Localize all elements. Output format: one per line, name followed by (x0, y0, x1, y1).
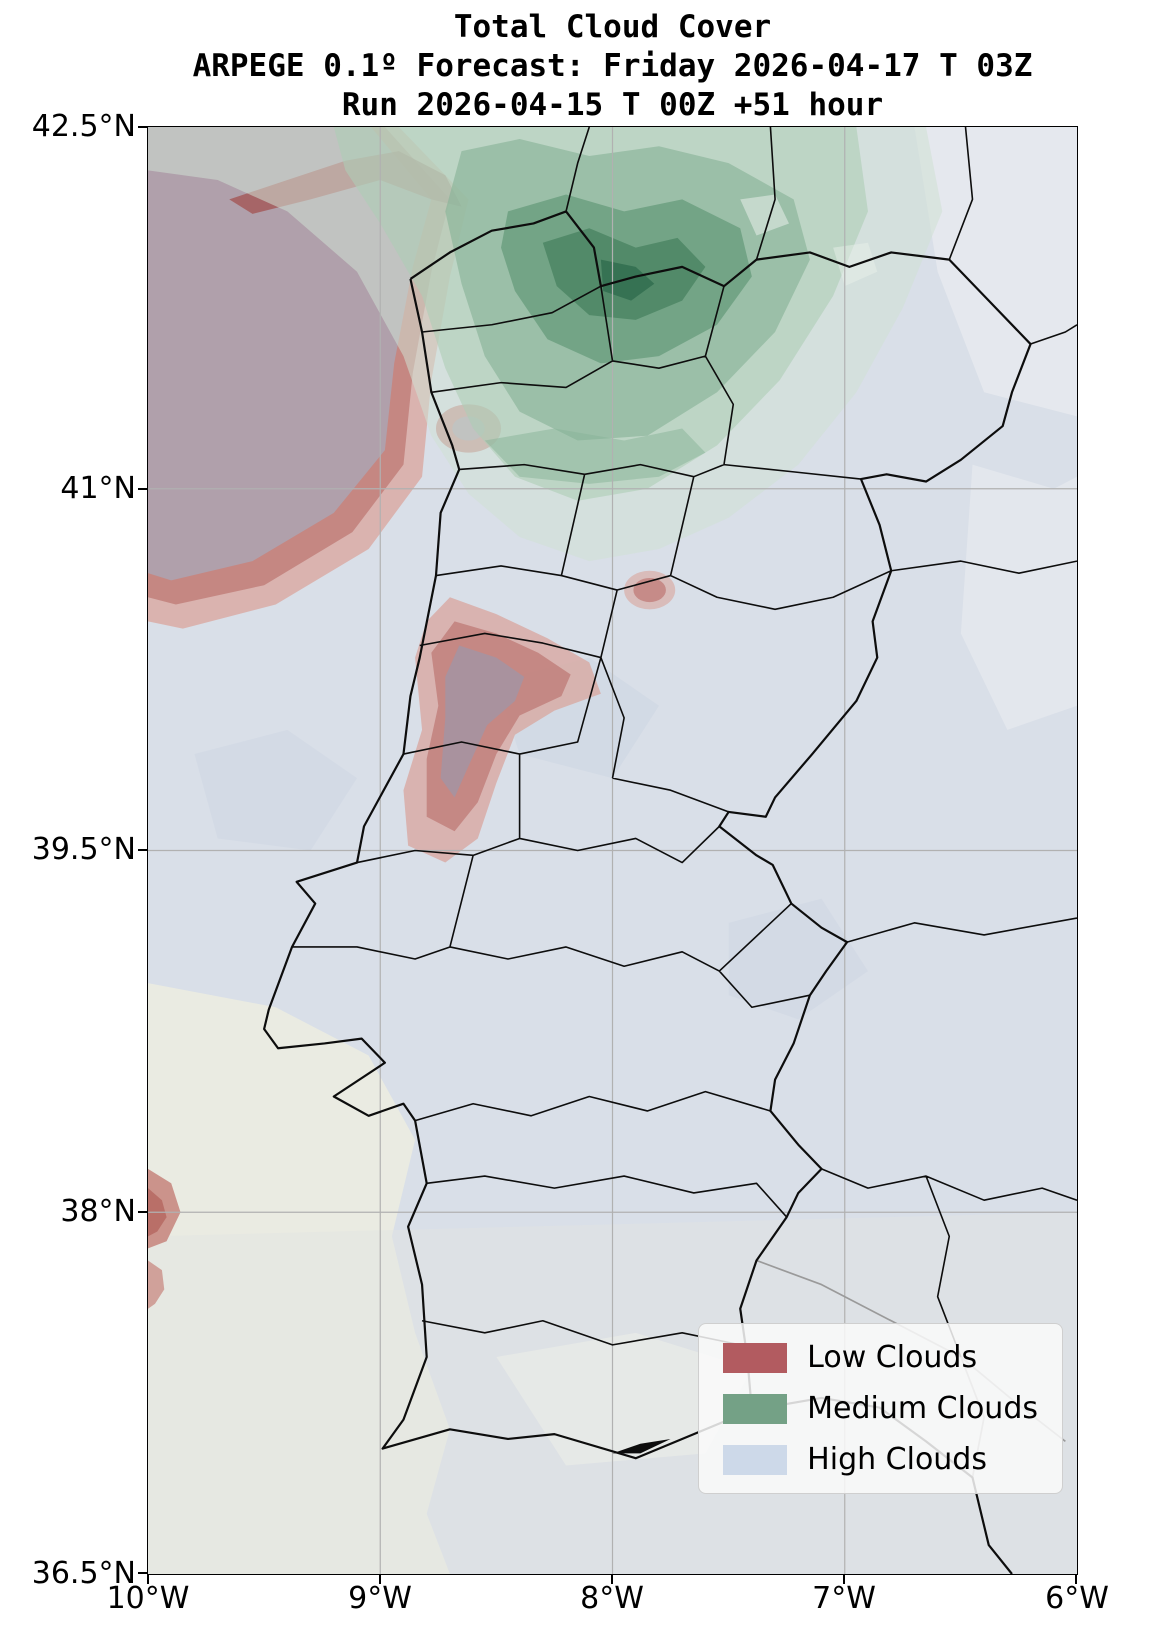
legend-swatch-high-clouds (723, 1444, 788, 1475)
x-tick-mark (147, 1575, 149, 1584)
legend-item-medium-clouds: Medium Clouds (723, 1391, 1038, 1426)
chart-title-block: Total Cloud Cover ARPEGE 0.1º Forecast: … (148, 8, 1077, 125)
x-tick-mark (611, 1575, 613, 1584)
x-tick-label-6w: 6°W (1045, 1581, 1109, 1616)
y-tick-mark (138, 488, 147, 490)
x-tick-label-8w: 8°W (580, 1581, 644, 1616)
y-tick-label-42-5n: 42.5°N (31, 109, 136, 144)
x-tick-label-10w: 10°W (106, 1581, 190, 1616)
legend-swatch-medium-clouds (723, 1393, 788, 1424)
chart-title: Total Cloud Cover (453, 9, 772, 45)
legend: Low Clouds Medium Clouds High Clouds (698, 1323, 1063, 1494)
x-tick-label-7w: 7°W (812, 1581, 876, 1616)
legend-item-high-clouds: High Clouds (723, 1442, 1038, 1477)
y-tick-label-38n: 38°N (60, 1194, 136, 1229)
ria-formosa-islet (612, 1438, 671, 1454)
x-tick-mark (843, 1575, 845, 1584)
y-tick-mark (138, 126, 147, 128)
chart-subtitle-run: Run 2026-04-15 T 00Z +51 hour (341, 87, 884, 123)
y-tick-mark (138, 849, 147, 851)
legend-item-low-clouds: Low Clouds (723, 1340, 1038, 1375)
chart-subtitle-forecast: ARPEGE 0.1º Forecast: Friday 2026-04-17 … (192, 48, 1033, 84)
district-boundaries-path (292, 127, 1077, 1357)
legend-swatch-low-clouds (723, 1342, 788, 1373)
x-tick-label-9w: 9°W (348, 1581, 412, 1616)
y-tick-mark (138, 1211, 147, 1213)
y-tick-label-36-5n: 36.5°N (31, 1556, 136, 1591)
x-tick-mark (379, 1575, 381, 1584)
x-tick-mark (1075, 1575, 1077, 1584)
y-tick-label-41n: 41°N (60, 471, 136, 506)
legend-label-low-clouds: Low Clouds (807, 1340, 978, 1375)
y-tick-mark (138, 1572, 147, 1574)
legend-label-medium-clouds: Medium Clouds (807, 1391, 1038, 1426)
legend-label-high-clouds: High Clouds (807, 1442, 987, 1477)
y-tick-label-39-5n: 39.5°N (31, 832, 136, 867)
map-plot-area: Low Clouds Medium Clouds High Clouds (147, 126, 1078, 1575)
country-border-path (410, 211, 1030, 1410)
